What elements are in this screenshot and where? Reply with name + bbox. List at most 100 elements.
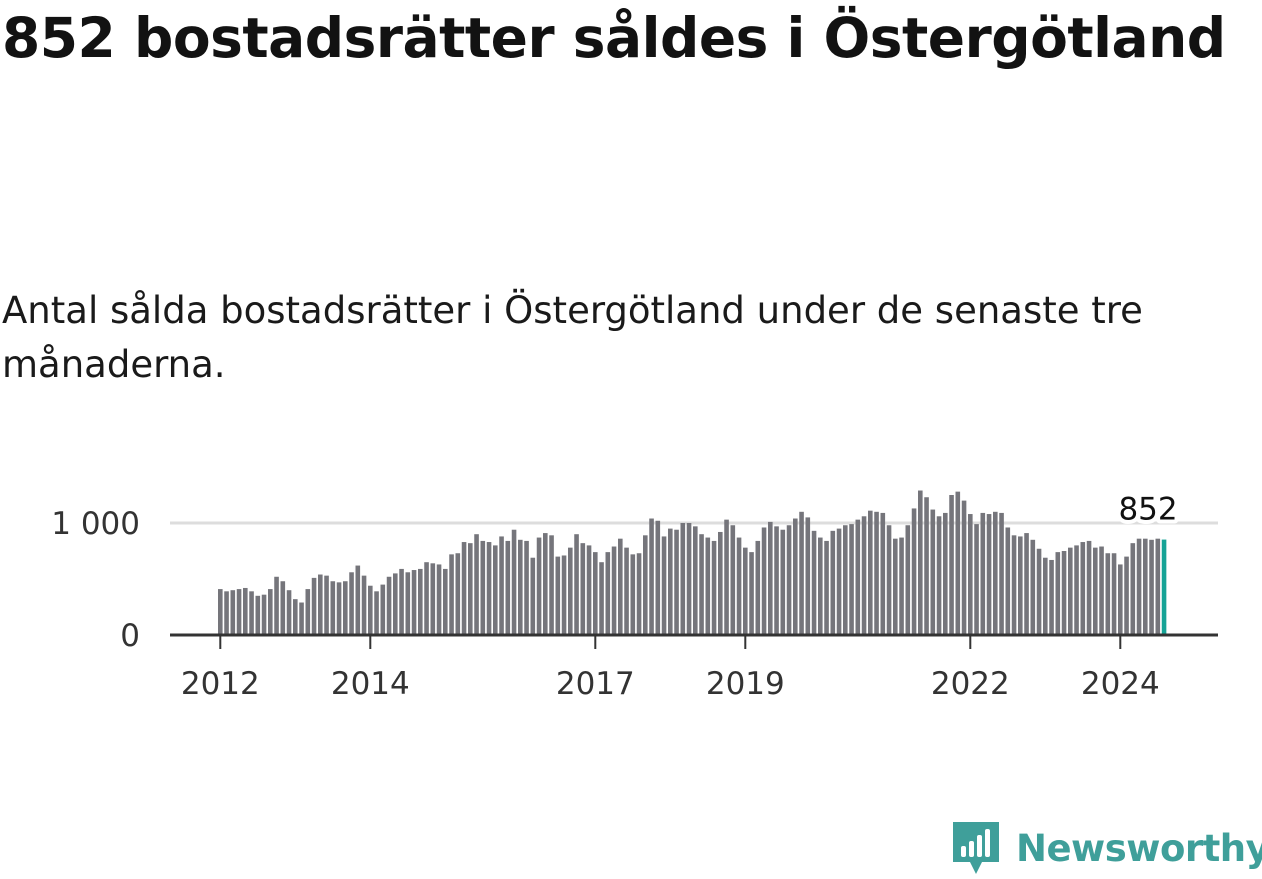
bar [830,530,836,635]
bar [1118,564,1123,635]
bar [768,521,773,635]
bar [549,535,554,635]
bar [618,538,623,635]
bar [918,490,923,635]
bar [861,516,867,635]
y-tick-label: 1 000 [51,506,140,542]
bar [361,575,367,635]
bar [836,528,842,635]
bar [1030,539,1036,635]
bar [624,547,629,635]
bar [1086,540,1092,635]
bar [1055,552,1061,635]
bar [511,529,517,635]
bar [461,542,467,635]
bar [1018,536,1023,635]
bar [1005,527,1011,635]
bar [693,526,698,635]
x-ticks: 2012 2014 2017 2019 2022 2024 [181,635,1160,702]
x-tick-label: 2019 [706,666,785,702]
bar [974,524,979,635]
bar [743,547,748,635]
bar [643,535,648,635]
bar [1124,556,1129,635]
bar [243,587,248,635]
bar [411,570,417,635]
bar [661,536,667,635]
bar [530,557,536,635]
bar [668,528,673,635]
bar [480,540,486,635]
bar [999,512,1004,635]
bar [1136,538,1142,635]
bar [874,511,879,635]
bar [1036,548,1042,635]
bar [680,523,686,635]
bar [755,540,761,635]
bar [374,591,379,635]
bar [780,529,786,635]
brand-logo: Newsworthy [950,818,1262,878]
bar [255,595,261,635]
bar [555,556,561,635]
newsworthy-logo-icon [953,822,999,874]
bar [793,518,798,635]
bar [443,568,448,635]
bar [686,523,692,635]
bar [493,545,498,635]
bar [724,519,729,635]
bar [1105,553,1111,635]
bar [468,543,473,635]
bar [486,542,492,635]
bar [418,568,423,635]
bar [636,553,642,635]
bar [574,534,579,635]
bar [380,584,386,635]
bar [543,533,548,635]
bar [499,536,504,635]
bar [893,538,898,635]
bar [268,589,273,635]
bar [1143,538,1148,635]
bar [605,552,611,635]
last-value-label: 852 [1118,492,1177,528]
bar [924,497,929,635]
bar [474,534,479,635]
bar [386,576,392,635]
bar [305,589,311,635]
bar [368,585,373,635]
bar [799,511,804,635]
x-tick-label: 2017 [556,666,635,702]
y-ticks: 0 1 000 [51,506,140,654]
bar [749,552,754,635]
bar [293,599,298,635]
bar [436,564,442,635]
bar [786,525,792,635]
bar [230,590,236,635]
bar [249,591,254,635]
bar [224,591,229,635]
bar [949,495,954,635]
bar [1074,545,1079,635]
bar [718,531,723,635]
bar [1061,551,1067,635]
bar [655,520,661,635]
bar [880,512,886,635]
bar [586,545,592,635]
bar [961,500,967,635]
bar [1080,542,1086,635]
bar [599,562,604,635]
x-tick-label: 2014 [331,666,410,702]
bar [736,537,742,635]
value-label-halo: 852 [1118,492,1177,528]
bar [343,581,348,635]
y-tick-label: 0 [120,618,140,654]
bar [993,511,998,635]
brand-name: Newsworthy [1016,826,1262,870]
bar [1130,543,1136,635]
bar [1049,559,1054,635]
bar [843,525,848,635]
bar [774,526,779,635]
